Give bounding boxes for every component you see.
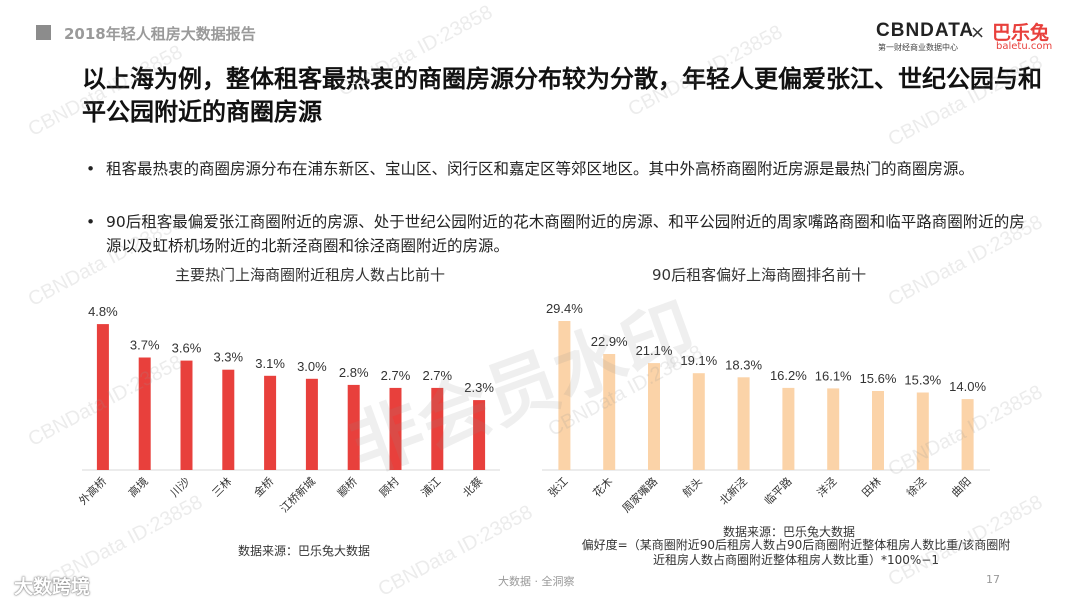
bar (872, 391, 884, 470)
category-label: 颛桥 (334, 474, 359, 499)
bar (96, 324, 109, 470)
category-label: 高境 (125, 474, 150, 499)
bar (603, 354, 616, 470)
data-label: 2.7% (381, 368, 411, 383)
preference-formula: 偏好度=（某商圈附近90后租房人数占90后商圈附近整体租房人数比重/该商圈附近租… (581, 538, 1011, 567)
category-label: 花木 (591, 475, 616, 500)
footer-text: 大数据 · 全洞察 (498, 575, 575, 588)
data-label: 16.2% (770, 368, 807, 383)
bullet-text: 90后租客最偏爱张江商圈附近的房源、处于世纪公园附近的花木商圈附近的房源、和平公… (106, 213, 1025, 255)
bar (916, 392, 929, 470)
bar (827, 388, 840, 470)
category-label: 北新泾 (716, 474, 749, 507)
cbndata-logo: CBNDATA (876, 20, 975, 41)
bar (347, 384, 360, 470)
bar (222, 369, 235, 470)
data-label: 29.4% (546, 301, 583, 316)
bar (473, 400, 486, 470)
report-title: 2018年轻人租房大数据报告 (64, 25, 256, 43)
category-label: 顾村 (376, 474, 401, 499)
data-label: 3.0% (297, 359, 327, 374)
data-label: 2.7% (422, 368, 452, 383)
category-label: 田林 (859, 474, 884, 499)
data-label: 4.8% (88, 304, 118, 319)
data-label: 21.1% (636, 343, 673, 358)
data-label: 18.3% (725, 357, 762, 372)
corner-logo: 大数跨境 (14, 576, 91, 598)
bar (264, 375, 277, 470)
header-square-icon (36, 25, 51, 40)
bar (648, 363, 660, 470)
bar (961, 399, 974, 470)
right-chart-source: 数据来源：巴乐兔大数据 (723, 525, 856, 539)
category-label: 洋泾 (814, 474, 839, 499)
bar (782, 387, 795, 470)
logo-times-sign: × (970, 22, 986, 43)
bullet-text: 租客最热衷的商圈房源分布在浦东新区、宝山区、闵行区和嘉定区等郊区地区。其中外高桥… (106, 160, 975, 178)
category-label: 周家嘴路 (619, 474, 660, 515)
data-label: 2.8% (339, 365, 369, 380)
cbndata-logo-subtitle: 第一财经商业数据中心 (878, 43, 958, 52)
baletu-logo: 巴乐兔 (992, 22, 1050, 44)
bar (737, 377, 750, 470)
data-label: 3.3% (213, 350, 243, 365)
category-label: 临平路 (761, 474, 794, 507)
category-label: 航头 (679, 474, 704, 499)
bar (692, 373, 705, 470)
category-label: 外高桥 (76, 474, 109, 507)
bar (431, 387, 444, 470)
category-label: 张江 (546, 475, 571, 500)
data-label: 15.3% (904, 373, 941, 388)
category-label: 浦江 (419, 475, 444, 500)
bar (558, 321, 571, 470)
category-label: 川沙 (168, 475, 193, 500)
data-label: 3.1% (255, 356, 285, 371)
category-label: 曲阳 (949, 475, 974, 500)
bullet-dot-icon: • (86, 160, 96, 178)
left-chart-title: 主要热门上海商圈附近租房人数占比前十 (175, 266, 446, 284)
category-label: 金桥 (251, 474, 276, 499)
category-label: 江桥新城 (277, 474, 318, 515)
bar (389, 387, 402, 470)
bullet-dot-icon: • (86, 213, 96, 231)
right-chart-title: 90后租客偏好上海商圈排名前十 (652, 266, 867, 284)
data-label: 14.0% (949, 379, 986, 394)
slide-title: 以上海为例，整体租客最热衷的商圈房源分布较为分散，年轻人更偏爱张江、世纪公园与和… (82, 65, 1042, 126)
category-label: 北蔡 (460, 475, 485, 500)
data-label: 15.6% (860, 371, 897, 386)
category-label: 三林 (209, 474, 234, 499)
data-label: 22.9% (591, 334, 628, 349)
data-label: 16.1% (815, 368, 852, 383)
data-label: 3.6% (172, 341, 202, 356)
page-number: 17 (986, 573, 1000, 586)
bar (180, 360, 193, 470)
left-chart-source: 数据来源：巴乐兔大数据 (238, 544, 371, 558)
category-label: 徐泾 (903, 474, 928, 499)
data-label: 19.1% (680, 353, 717, 368)
baletu-logo-subtitle: baletu.com (996, 41, 1053, 52)
data-label: 3.7% (130, 338, 160, 353)
bar (305, 378, 318, 470)
data-label: 2.3% (464, 380, 494, 395)
bar (138, 357, 151, 470)
bullet-item: • 租客最热衷的商圈房源分布在浦东新区、宝山区、闵行区和嘉定区等郊区地区。其中外… (86, 157, 1026, 181)
bullet-item: • 90后租客最偏爱张江商圈附近的房源、处于世纪公园附近的花木商圈附近的房源、和… (86, 210, 1026, 258)
